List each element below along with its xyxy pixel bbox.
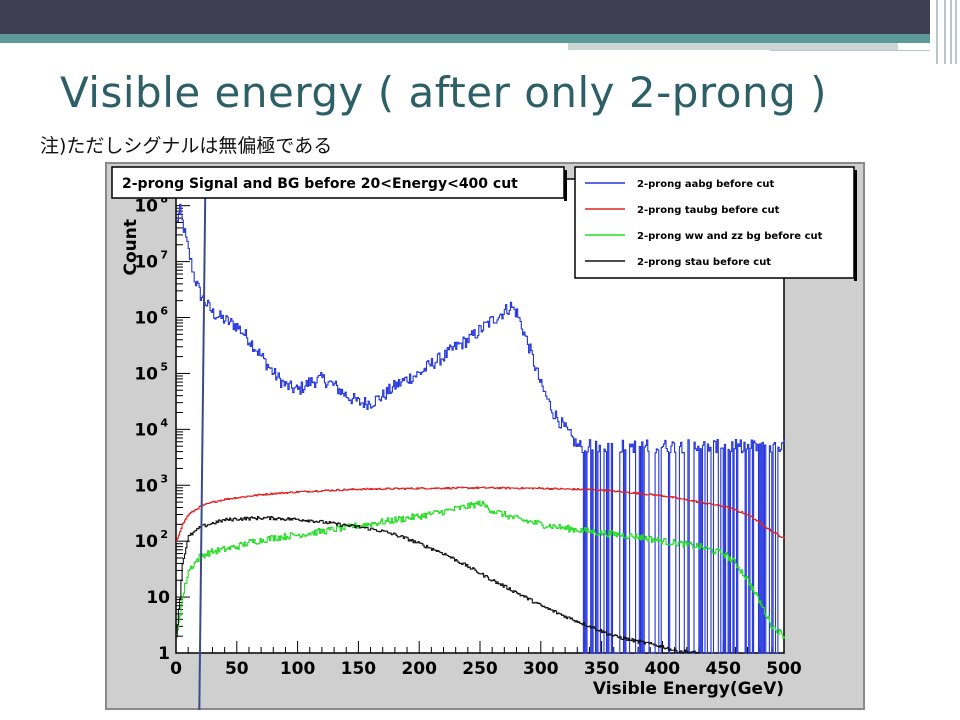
x-tick-label: 0	[170, 659, 182, 679]
chart-title-box-shadow	[564, 170, 567, 201]
legend-box-shadow	[854, 170, 857, 281]
slide-header-stripe	[0, 34, 930, 43]
legend-label: 2-prong stau before cut	[637, 257, 771, 268]
y-tick-label: 10	[134, 197, 158, 217]
y-axis-label: Count	[121, 219, 141, 276]
y-tick-label: 10	[134, 309, 158, 329]
annotation-line	[198, 188, 207, 710]
legend-label: 2-prong aabg before cut	[637, 179, 775, 190]
legend-label: 2-prong ww and zz bg before cut	[637, 231, 823, 242]
y-tick-label: 10	[134, 532, 158, 552]
x-tick-label: 500	[766, 659, 802, 679]
slide-header-accent	[568, 43, 898, 50]
slide-header-accent-thin	[770, 50, 930, 55]
y-tick-exponent: 6	[160, 305, 168, 318]
y-tick-exponent: 2	[160, 528, 168, 541]
series-layer	[176, 203, 786, 654]
x-tick-label: 350	[584, 659, 620, 679]
x-tick-label: 300	[523, 659, 559, 679]
x-tick-label: 400	[645, 659, 681, 679]
slide-note: 注)ただしシグナルは無偏極である	[40, 135, 333, 157]
y-tick-label: 1	[158, 644, 170, 664]
legend-label: 2-prong taubg before cut	[637, 205, 780, 216]
x-tick-label: 200	[401, 659, 437, 679]
legend: 2-prong aabg before cut 2-prong taubg bef…	[585, 179, 823, 268]
y-tick-label: 10	[134, 476, 158, 496]
slide-title: Visible energy ( after only 2-prong )	[60, 68, 827, 117]
x-tick-label: 100	[280, 659, 316, 679]
y-tick-exponent: 3	[160, 472, 168, 485]
x-tick-label: 50	[225, 659, 249, 679]
legend-box	[574, 166, 855, 279]
y-tick-label: 10	[134, 253, 158, 273]
y-tick-exponent: 7	[160, 249, 168, 262]
y-tick-exponent: 8	[160, 193, 168, 206]
y-tick-exponent: 5	[160, 360, 168, 373]
slide-corner-decoration	[930, 0, 960, 64]
x-tick-label: 150	[341, 659, 377, 679]
y-tick-label: 10	[134, 364, 158, 384]
x-tick-label: 450	[705, 659, 741, 679]
y-tick-label: 10	[146, 588, 170, 608]
series-line-0	[176, 203, 786, 654]
x-axis-label: Visible Energy(GeV)	[593, 679, 784, 699]
series-line-1	[176, 486, 786, 542]
chart-title: 2-prong Signal and BG before 20<Energy<4…	[122, 176, 518, 192]
chart-canvas-border	[105, 162, 865, 710]
y-tick-label: 10	[134, 420, 158, 440]
series-line-3	[176, 515, 701, 654]
x-tick-label: 250	[462, 659, 498, 679]
slide-header-bar	[0, 0, 960, 34]
y-tick-exponent: 4	[160, 416, 168, 429]
chart-container: 0 50 100 150 200 250 300 350 400 450 500 1 10 10 2 10 3 1…	[105, 162, 865, 710]
series-line-2	[176, 500, 786, 640]
